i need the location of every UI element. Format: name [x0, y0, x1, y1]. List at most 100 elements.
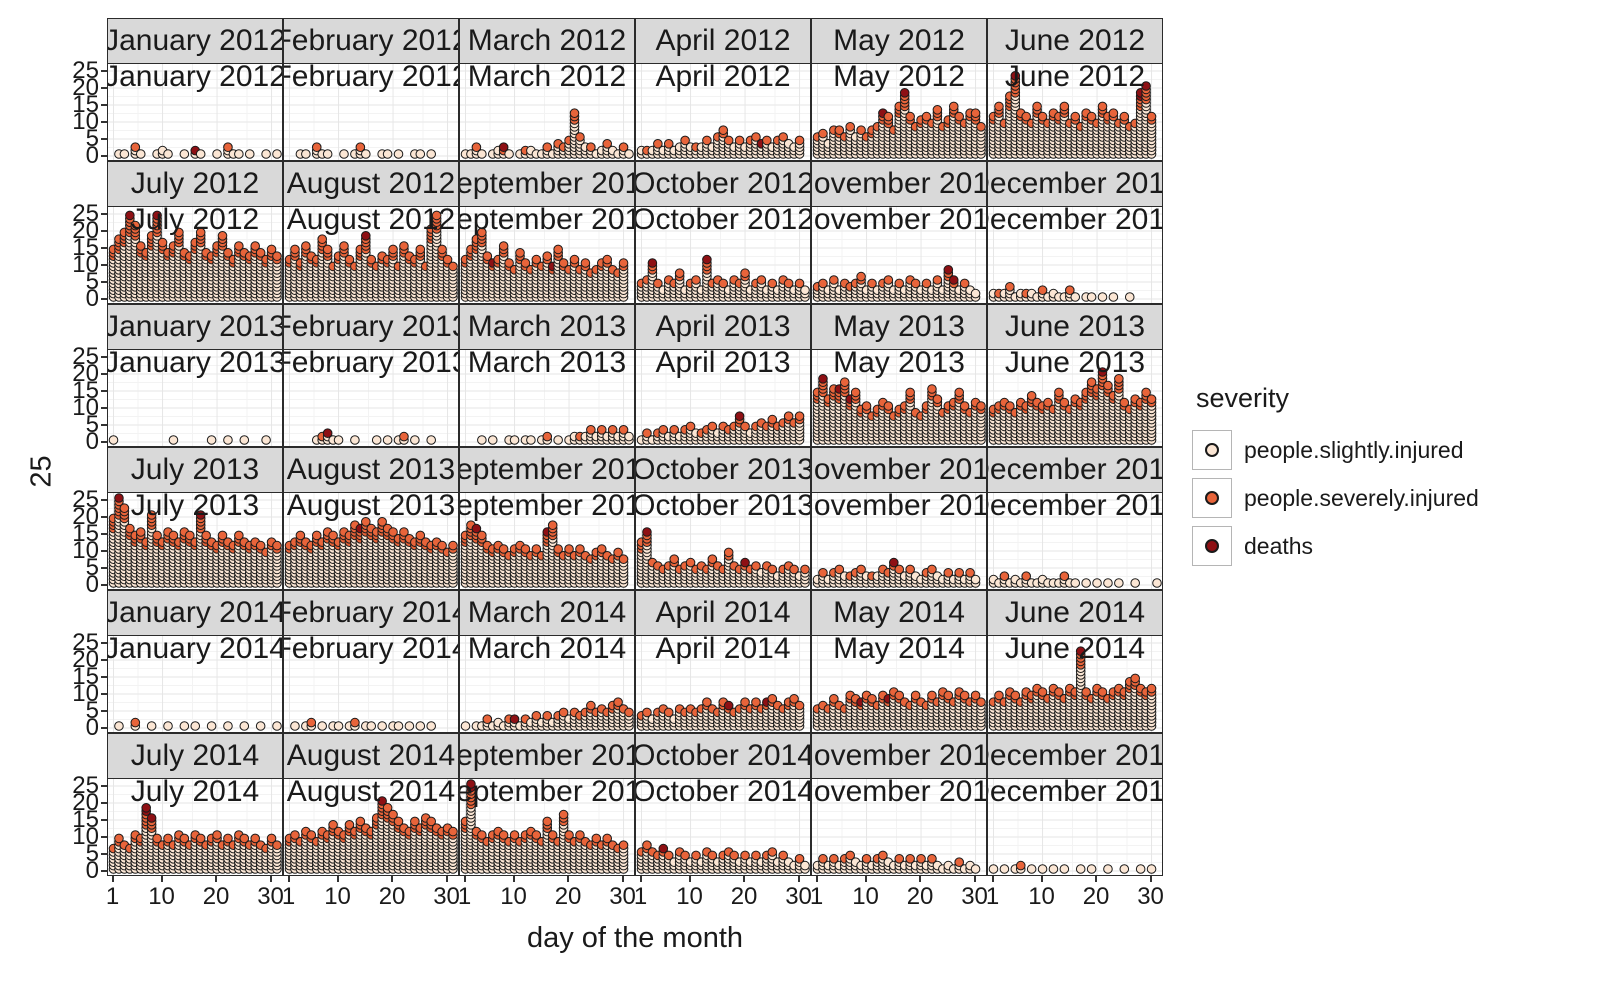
x-tick-label: 30 — [609, 883, 636, 910]
x-tick-mark — [391, 876, 394, 882]
facet-strip-label: September 2014 — [460, 739, 634, 772]
facet-panel: November 2012 — [811, 207, 987, 304]
facet-strip: November 2014 — [811, 733, 987, 779]
y-tick-mark — [101, 441, 107, 443]
x-tick-mark — [512, 876, 515, 882]
legend-key — [1192, 526, 1232, 566]
y-tick-mark — [101, 264, 107, 266]
y-tick-mark — [101, 785, 107, 787]
facet-panel: December 2013 — [987, 493, 1163, 590]
y-tick-mark — [101, 870, 107, 872]
y-tick-mark — [101, 247, 107, 249]
y-tick-label: 20 — [72, 646, 99, 673]
y-tick-mark — [101, 567, 107, 569]
facet-panel: June 2014 — [987, 636, 1163, 733]
facet-strip: March 2014 — [459, 590, 635, 636]
legend-item: deaths — [1192, 526, 1552, 566]
x-tick-label: 10 — [1028, 883, 1055, 910]
x-tick-mark — [743, 876, 746, 882]
y-tick-mark — [101, 693, 107, 695]
facet-panel: May 2013 — [811, 350, 987, 447]
facet-dots-plot — [812, 207, 986, 303]
facet-dots-plot — [988, 636, 1162, 732]
x-tick-mark — [1149, 876, 1152, 882]
facet-panel: December 2012 — [987, 207, 1163, 304]
y-tick-label: 5 — [85, 268, 99, 295]
facet-panel: March 2013 — [459, 350, 635, 447]
y-tick-mark — [101, 213, 107, 215]
facet-strip-label: February 2014 — [283, 596, 459, 629]
y-tick-label: 10 — [72, 537, 99, 564]
x-tick-mark — [815, 876, 818, 882]
facet-strip-label: November 2012 — [812, 167, 986, 200]
x-tick-label: 20 — [378, 883, 406, 910]
x-tick-label: 10 — [324, 883, 351, 910]
facet-dots-plot — [636, 64, 810, 160]
y-tick-label: 10 — [72, 108, 99, 135]
y-tick-mark — [101, 659, 107, 661]
x-tick-label: 30 — [433, 883, 460, 910]
y-tick-mark — [101, 516, 107, 518]
y-tick-label: 25 — [72, 772, 99, 799]
facet-strip: July 2014 — [107, 733, 283, 779]
facet-strip: June 2013 — [987, 304, 1163, 350]
facet-dots-plot — [108, 636, 282, 732]
x-tick-label: 20 — [202, 883, 230, 910]
facet-dots-plot — [284, 350, 458, 446]
facet-strip: July 2012 — [107, 161, 283, 207]
y-tick-mark — [101, 499, 107, 501]
x-tick-label: 20 — [554, 883, 582, 910]
x-tick-mark — [111, 876, 114, 882]
facet-panel: January 2014 — [107, 636, 283, 733]
facet-strip: August 2012 — [283, 161, 459, 207]
facet-strip-label: June 2013 — [1004, 310, 1146, 343]
facet-strip: April 2014 — [635, 590, 811, 636]
facet-panel: April 2014 — [635, 636, 811, 733]
facet-dots-plot — [988, 350, 1162, 446]
x-tick-mark — [919, 876, 922, 882]
facet-strip: August 2013 — [283, 447, 459, 493]
facet-strip-label: September 2013 — [460, 453, 634, 486]
facet-panel: January 2013 — [107, 350, 283, 447]
facet-dots-plot — [108, 207, 282, 303]
facet-dots-plot — [636, 779, 810, 875]
x-tick-label: 10 — [852, 883, 879, 910]
y-tick-mark — [101, 138, 107, 140]
facet-strip: December 2013 — [987, 447, 1163, 493]
facet-strip: September 2012 — [459, 161, 635, 207]
y-tick-mark — [101, 642, 107, 644]
x-tick-label: 10 — [148, 883, 175, 910]
x-tick-label: 1 — [809, 883, 824, 910]
x-tick-mark — [797, 876, 800, 882]
x-tick-label: 20 — [906, 883, 934, 910]
facet-strip: November 2013 — [811, 447, 987, 493]
facet-strip-label: July 2014 — [130, 739, 260, 772]
facet-strip: October 2014 — [635, 733, 811, 779]
y-tick-label: 10 — [72, 394, 99, 421]
legend-item-label: deaths — [1244, 532, 1314, 559]
facet-panel: July 2012 — [107, 207, 283, 304]
y-tick-mark — [101, 155, 107, 157]
x-tick-label: 1 — [281, 883, 296, 910]
facet-panel: May 2012 — [811, 64, 987, 161]
y-tick-label: 10 — [72, 680, 99, 707]
facet-dots-plot — [636, 493, 810, 589]
y-tick-label: 15 — [72, 91, 99, 118]
facet-dots-plot — [108, 493, 282, 589]
facet-strip: April 2012 — [635, 18, 811, 64]
facet-panel: November 2013 — [811, 493, 987, 590]
facet-strip-label: May 2012 — [833, 24, 965, 57]
y-tick-label: 5 — [85, 840, 99, 867]
x-tick-label: 1 — [985, 883, 1000, 910]
x-tick-label: 30 — [1137, 883, 1164, 910]
facet-panel: December 2014 — [987, 779, 1163, 876]
facet-strip: May 2014 — [811, 590, 987, 636]
y-tick-mark — [101, 121, 107, 123]
facet-strip-label: March 2013 — [467, 310, 627, 343]
legend-key — [1192, 430, 1232, 470]
x-tick-label: 1 — [633, 883, 648, 910]
facet-panel: January 2012 — [107, 64, 283, 161]
facet-strip: October 2013 — [635, 447, 811, 493]
y-tick-label: 5 — [85, 697, 99, 724]
x-tick-mark — [688, 876, 691, 882]
